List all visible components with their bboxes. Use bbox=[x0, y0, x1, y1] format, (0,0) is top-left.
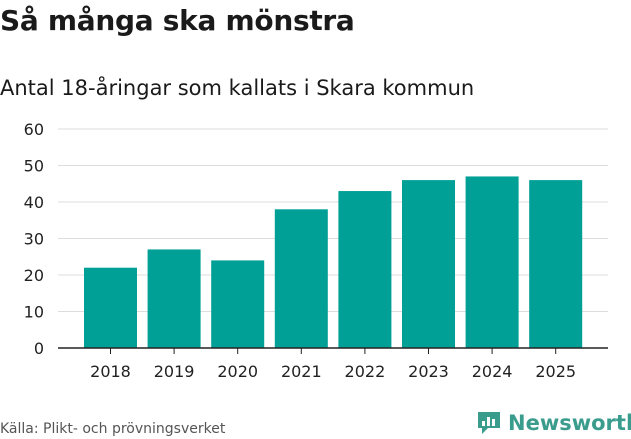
y-tick-label: 10 bbox=[24, 303, 44, 322]
bar-2025 bbox=[529, 180, 583, 348]
chart-title: Så många ska mönstra bbox=[0, 4, 355, 37]
x-tick-label: 2023 bbox=[408, 362, 449, 381]
y-tick-label: 0 bbox=[34, 339, 44, 358]
y-tick-label: 20 bbox=[24, 266, 44, 285]
y-tick-label: 40 bbox=[24, 193, 44, 212]
x-tick-label: 2022 bbox=[345, 362, 386, 381]
x-axis-ticks: 2018 2019 2020 2021 2022 2023 2024 2025 bbox=[90, 348, 576, 381]
bar-2019 bbox=[147, 249, 201, 348]
chart-subtitle: Antal 18-åringar som kallats i Skara kom… bbox=[0, 76, 475, 100]
y-tick-label: 50 bbox=[24, 157, 44, 176]
x-tick-label: 2020 bbox=[217, 362, 258, 381]
x-tick-label: 2024 bbox=[472, 362, 513, 381]
x-tick-label: 2019 bbox=[154, 362, 195, 381]
source-note: Källa: Plikt- och prövningsverket bbox=[0, 421, 226, 437]
bar-2020 bbox=[211, 260, 265, 348]
bars bbox=[84, 176, 583, 348]
y-tick-label: 60 bbox=[24, 120, 44, 139]
x-tick-label: 2018 bbox=[90, 362, 131, 381]
gridlines bbox=[58, 128, 608, 312]
brand-name: Newsworthy bbox=[508, 411, 631, 435]
x-tick-label: 2021 bbox=[281, 362, 322, 381]
brand-logo: Newsworthy bbox=[476, 410, 631, 436]
bar-2022 bbox=[338, 191, 392, 348]
y-axis-ticks: 0 10 20 30 40 50 60 bbox=[24, 120, 44, 358]
x-tick-label: 2025 bbox=[535, 362, 576, 381]
bar-2024 bbox=[465, 176, 519, 348]
bar-2023 bbox=[402, 180, 455, 348]
newsworthy-icon bbox=[478, 412, 500, 434]
bar-2018 bbox=[84, 267, 137, 348]
bar-2021 bbox=[274, 209, 328, 348]
y-tick-label: 30 bbox=[24, 230, 44, 249]
